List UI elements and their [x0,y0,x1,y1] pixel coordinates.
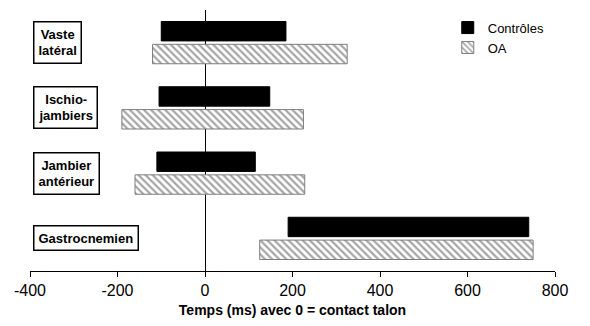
svg-text:600: 600 [454,282,481,299]
svg-text:Jambierantérieur: Jambierantérieur [39,158,95,190]
svg-text:-200: -200 [101,282,133,299]
svg-text:0: 0 [201,282,210,299]
svg-text:Gastrocnemien: Gastrocnemien [39,231,134,246]
svg-text:800: 800 [542,282,569,299]
svg-text:OA: OA [488,41,507,56]
svg-text:Vastelatéral: Vastelatéral [39,27,77,59]
svg-text:Ischio-jambiers: Ischio-jambiers [39,92,93,124]
svg-text:Temps (ms) avec 0 = contact ta: Temps (ms) avec 0 = contact talon [179,302,406,318]
svg-text:-400: -400 [14,282,46,299]
svg-text:400: 400 [367,282,394,299]
svg-text:Contrôles: Contrôles [488,21,544,36]
svg-text:200: 200 [279,282,306,299]
